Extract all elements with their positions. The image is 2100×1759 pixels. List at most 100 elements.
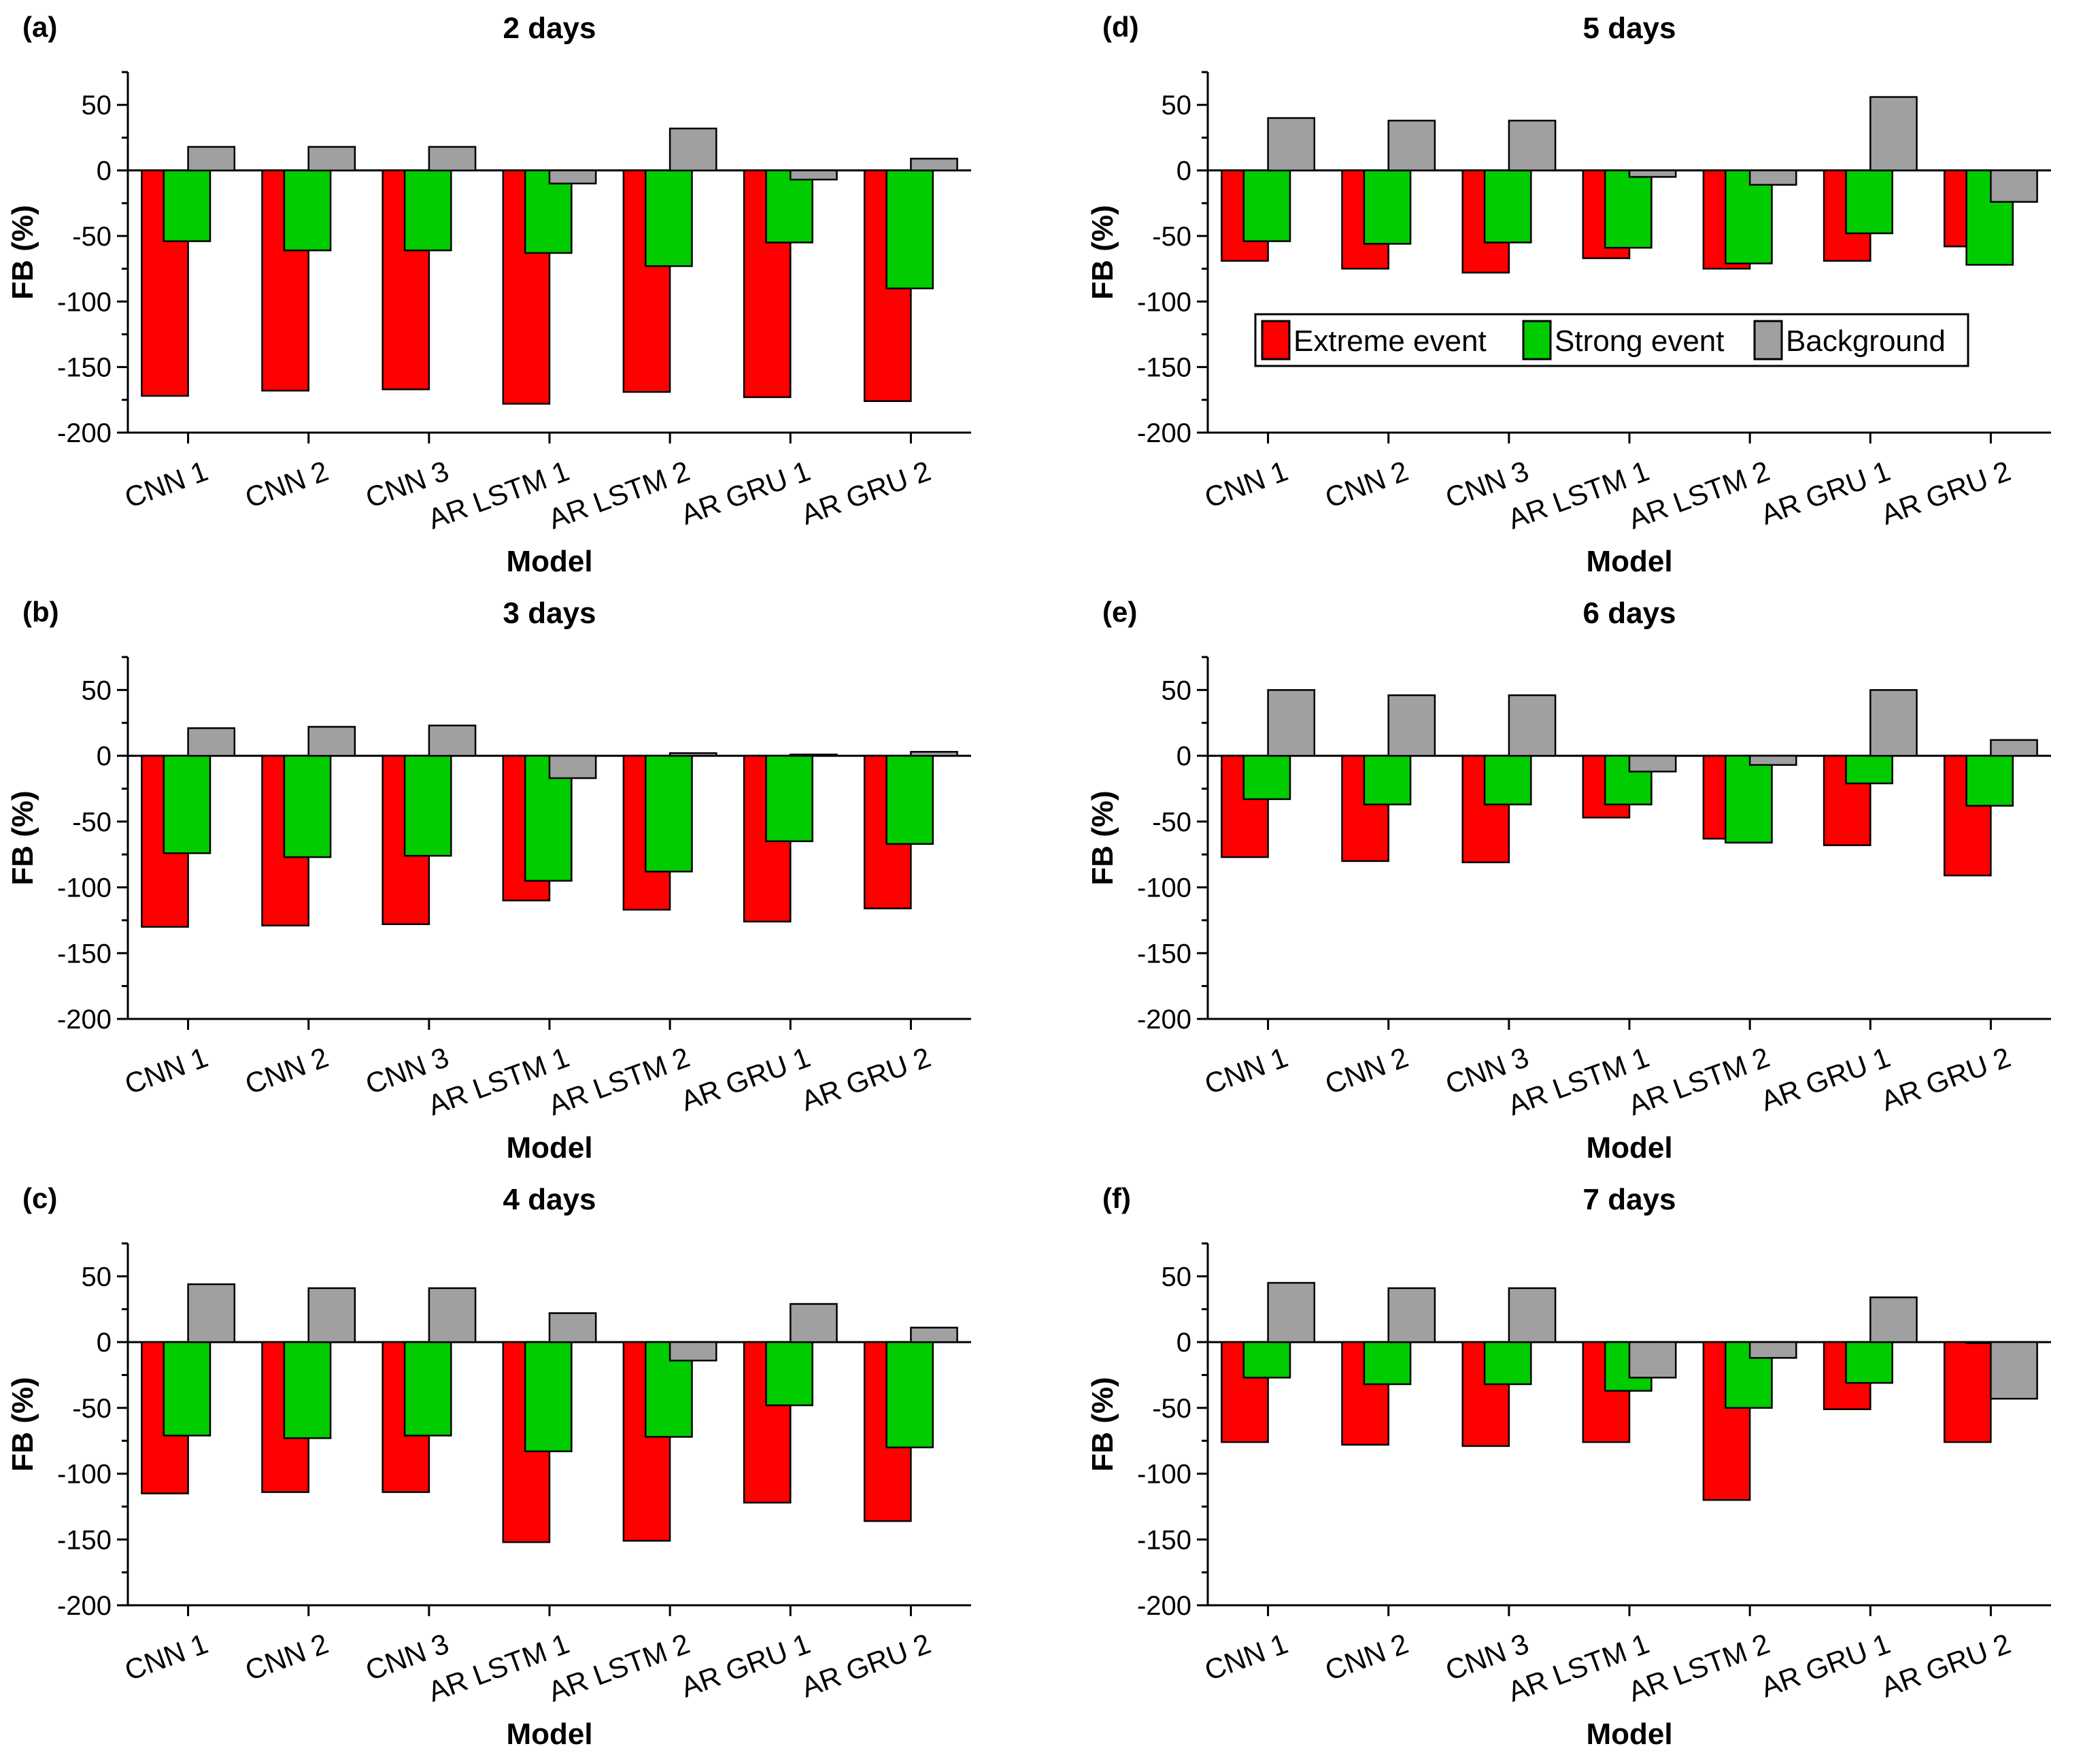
bar-background-cnn-1 [187, 727, 236, 757]
legend: Extreme event Strong event Background [1254, 313, 1969, 367]
bar-background-ar-gru-1 [1869, 96, 1918, 171]
x-tick-label: AR GRU 2 [1877, 454, 2014, 531]
bar-strong-event-ar-gru-1 [1845, 1341, 1893, 1384]
bar-strong-event-cnn-3 [403, 1341, 452, 1437]
bar-strong-event-ar-gru-2 [885, 169, 934, 290]
panel-label: (c) [22, 1182, 57, 1214]
x-axis-title: Model [1586, 1718, 1672, 1751]
bar-background-cnn-2 [1387, 694, 1436, 757]
bar-strong-event-cnn-2 [1363, 1341, 1412, 1386]
bar-background-cnn-1 [187, 1283, 236, 1343]
panel-label: (d) [1102, 11, 1139, 43]
bar-background-ar-lstm-1 [548, 1312, 597, 1343]
bar-extreme-event-ar-gru-2 [1943, 1341, 1992, 1443]
bar-background-ar-lstm-2 [668, 127, 717, 171]
y-axis-title: FB (%) [6, 1377, 39, 1471]
x-tick-label: AR GRU 1 [677, 1627, 814, 1703]
chart-title: 3 days [503, 597, 596, 630]
y-tick-label: 50 [1162, 675, 1192, 705]
bar-background-cnn-3 [1508, 120, 1557, 171]
bar-strong-event-cnn-1 [163, 1341, 211, 1437]
x-tick-label: CNN 1 [1200, 1041, 1292, 1100]
legend-swatch-strong-event [1522, 320, 1552, 361]
y-tick-label: -100 [1137, 287, 1191, 317]
bar-background-cnn-3 [428, 724, 477, 757]
y-tick-label: 50 [82, 90, 112, 120]
y-tick-label: -200 [1137, 1591, 1191, 1621]
y-tick-label: -50 [1152, 807, 1191, 837]
x-axis-title: Model [1586, 545, 1672, 578]
bar-strong-event-cnn-3 [403, 169, 452, 252]
bar-strong-event-ar-gru-1 [765, 1341, 813, 1407]
bar-strong-event-ar-lstm-2 [645, 169, 693, 267]
bar-background-cnn-1 [1267, 1281, 1316, 1343]
x-tick-label: CNN 2 [1321, 1041, 1412, 1100]
bar-background-ar-lstm-2 [668, 1341, 717, 1362]
y-tick-label: 0 [1176, 1328, 1191, 1358]
y-tick-label: -200 [1137, 1005, 1191, 1035]
bar-background-cnn-2 [1387, 120, 1436, 171]
bar-strong-event-ar-lstm-1 [524, 1341, 573, 1452]
bar-background-cnn-3 [1508, 694, 1557, 757]
y-tick-label: -150 [1137, 1525, 1191, 1555]
bar-background-ar-gru-2 [1990, 739, 2038, 757]
x-tick-label: AR GRU 1 [1757, 1627, 1894, 1703]
bar-background-cnn-3 [428, 1287, 477, 1343]
y-tick-label: -50 [72, 807, 112, 837]
chart-title: 2 days [503, 12, 596, 45]
bar-strong-event-ar-lstm-2 [1725, 169, 1773, 265]
bar-strong-event-cnn-2 [283, 754, 332, 858]
y-axis-title: FB (%) [1086, 1377, 1119, 1471]
x-tick-label: CNN 2 [241, 1041, 333, 1100]
bar-background-cnn-1 [187, 146, 236, 171]
legend-box [1254, 313, 1969, 367]
y-tick-label: -150 [57, 1525, 112, 1555]
bar-background-cnn-2 [307, 146, 356, 171]
x-axis-title: Model [506, 545, 592, 578]
bar-background-ar-lstm-2 [1748, 1341, 1797, 1359]
bar-strong-event-cnn-3 [403, 754, 452, 857]
y-tick-label: 50 [82, 675, 112, 705]
y-axis-title: FB (%) [1086, 790, 1119, 885]
bar-background-ar-lstm-1 [548, 169, 597, 185]
x-tick-label: CNN 1 [1200, 1627, 1292, 1686]
bar-strong-event-ar-gru-2 [885, 754, 934, 845]
y-tick-label: -200 [57, 1591, 112, 1621]
y-tick-label: -200 [57, 418, 112, 448]
y-tick-label: 0 [97, 741, 112, 771]
y-tick-label: -150 [57, 353, 112, 383]
bar-strong-event-cnn-3 [1483, 754, 1532, 805]
y-tick-label: 0 [97, 156, 112, 186]
x-tick-label: CNN 2 [1321, 1627, 1412, 1686]
x-tick-label: CNN 1 [120, 1627, 212, 1686]
bar-background-ar-gru-2 [1990, 169, 2038, 203]
x-tick-label: AR GRU 1 [677, 454, 814, 531]
panel-label: (f) [1102, 1182, 1131, 1214]
y-tick-label: 0 [1176, 156, 1191, 186]
y-tick-label: -50 [72, 222, 112, 252]
bar-background-cnn-1 [1267, 117, 1316, 171]
chart-title: 7 days [1583, 1183, 1676, 1216]
bar-strong-event-cnn-2 [283, 169, 332, 252]
x-tick-label: AR GRU 1 [677, 1041, 814, 1117]
x-axis-title: Model [506, 1718, 592, 1751]
y-tick-label: -100 [57, 873, 112, 903]
panel-label: (b) [22, 596, 59, 628]
panel-label: (a) [22, 11, 57, 43]
bar-background-cnn-2 [307, 1287, 356, 1343]
x-tick-label: AR GRU 2 [797, 1041, 934, 1117]
bar-background-ar-gru-1 [790, 1303, 838, 1343]
x-tick-label: AR GRU 2 [1877, 1041, 2014, 1117]
y-tick-label: -100 [57, 1460, 112, 1490]
bar-strong-event-ar-gru-2 [885, 1341, 934, 1449]
bar-strong-event-ar-lstm-2 [645, 754, 693, 873]
bar-strong-event-ar-gru-1 [765, 169, 813, 244]
bar-background-ar-lstm-2 [1748, 754, 1797, 766]
bar-background-ar-lstm-2 [1748, 169, 1797, 186]
legend-label-strong-event: Strong event [1555, 324, 1725, 358]
